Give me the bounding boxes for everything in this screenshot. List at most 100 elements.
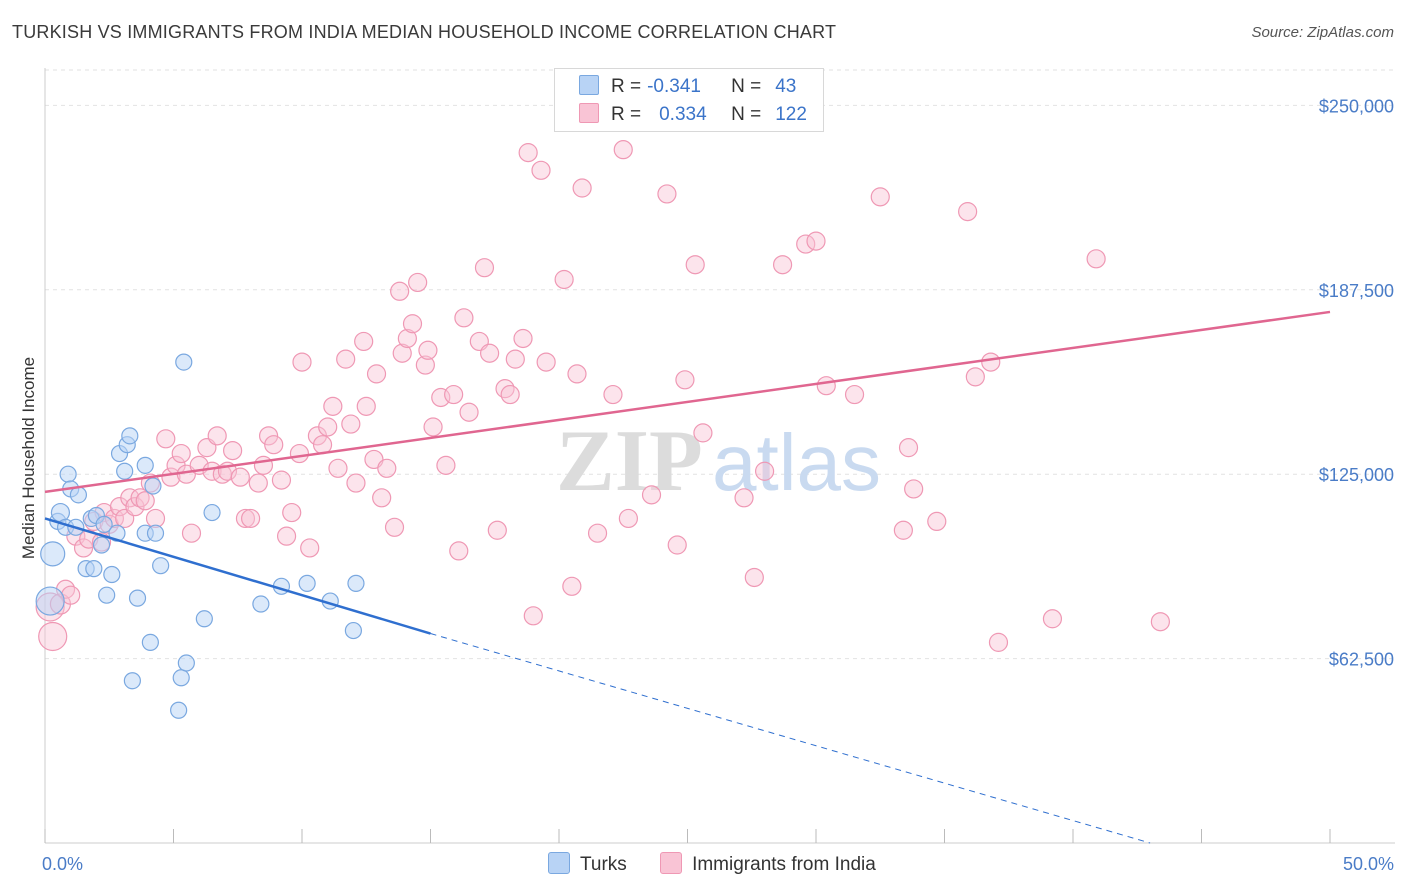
india-point-66 — [408, 272, 428, 293]
turks-point-26 — [141, 633, 159, 651]
watermark-zip: ZIP — [556, 413, 703, 510]
turks-point-30 — [170, 701, 188, 719]
india-point-40 — [264, 435, 284, 455]
india-point-116 — [965, 367, 985, 387]
turks-point-0 — [35, 586, 65, 616]
india-point-109 — [844, 384, 865, 405]
india-point-114 — [927, 511, 947, 532]
turks-point-35 — [203, 503, 221, 522]
turks-point-29 — [152, 557, 170, 575]
india-point-62 — [390, 281, 410, 301]
india-point-6 — [73, 538, 94, 558]
india-point-85 — [523, 606, 543, 626]
india-point-84 — [518, 143, 538, 163]
india-point-120 — [1086, 249, 1106, 269]
india-point-118 — [988, 632, 1009, 652]
india-trend-line — [44, 310, 1331, 494]
legend-item-turks: Turks — [548, 852, 627, 876]
india-point-33 — [223, 440, 243, 461]
legend-row-turks: R = -0.341 N = 43 — [579, 75, 796, 98]
india-point-72 — [444, 384, 464, 405]
india-point-45 — [292, 352, 312, 372]
india-legend-label: Immigrants from India — [692, 854, 876, 875]
india-points — [35, 140, 1170, 652]
turks-point-25 — [136, 456, 154, 474]
series-legend: Turks Immigrants from India — [548, 852, 904, 876]
india-point-105 — [772, 255, 793, 275]
turks-point-31 — [172, 669, 190, 687]
india-point-15 — [120, 488, 140, 508]
india-point-44 — [289, 443, 310, 464]
india-point-104 — [754, 461, 775, 481]
watermark: ZIP atlas — [556, 413, 881, 510]
turks-point-33 — [177, 654, 195, 672]
turks-point-21 — [121, 427, 139, 445]
india-point-26 — [181, 523, 202, 543]
india-point-74 — [454, 308, 474, 328]
india-point-21 — [156, 429, 176, 449]
india-point-63 — [392, 343, 412, 363]
india-point-111 — [893, 520, 913, 540]
turks-r-label: R = — [611, 76, 642, 97]
india-point-37 — [248, 473, 268, 493]
india-point-113 — [904, 479, 924, 499]
india-point-55 — [354, 331, 374, 352]
india-point-96 — [641, 485, 662, 505]
turks-point-5 — [59, 465, 77, 483]
india-point-68 — [418, 340, 438, 360]
turks-points — [35, 353, 365, 719]
india-point-87 — [536, 352, 556, 372]
india-point-34 — [230, 467, 250, 487]
india-point-42 — [276, 526, 297, 546]
y-tick-label-2: $187,500 — [1319, 281, 1394, 301]
india-point-65 — [402, 314, 423, 334]
india-point-117 — [981, 352, 1001, 372]
india-r-label: R = — [611, 104, 642, 125]
turks-point-13 — [92, 536, 111, 554]
india-point-41 — [271, 470, 292, 490]
axes — [44, 68, 1395, 844]
india-point-35 — [235, 508, 256, 529]
india-point-75 — [459, 402, 479, 422]
chart-source: Source: ZipAtlas.com — [1251, 24, 1394, 41]
turks-legend-label: Turks — [580, 854, 627, 875]
india-point-86 — [531, 160, 551, 180]
india-point-56 — [356, 396, 376, 416]
turks-legend-swatch — [548, 852, 570, 874]
india-point-89 — [562, 576, 582, 596]
india-point-93 — [603, 384, 623, 405]
turks-r-value: -0.341 — [647, 76, 701, 97]
trend-lines — [44, 310, 1331, 844]
india-point-90 — [567, 364, 587, 384]
india-point-18 — [135, 491, 155, 511]
india-point-53 — [341, 414, 361, 434]
india-point-115 — [958, 202, 978, 222]
india-point-39 — [258, 426, 279, 446]
x-tick-label-0: 0.0% — [42, 854, 83, 874]
india-point-107 — [806, 231, 826, 251]
india-point-88 — [554, 269, 574, 290]
turks-point-34 — [195, 610, 213, 628]
india-point-51 — [328, 458, 348, 478]
india-point-80 — [495, 379, 515, 399]
india-swatch — [579, 103, 599, 123]
turks-point-32 — [175, 353, 193, 371]
turks-n-label: N = — [731, 76, 762, 97]
india-point-52 — [336, 349, 356, 369]
india-point-73 — [449, 541, 469, 561]
india-point-16 — [125, 497, 145, 517]
turks-point-11 — [85, 560, 103, 578]
turks-point-41 — [347, 574, 365, 592]
india-point-94 — [613, 140, 633, 160]
turks-point-16 — [103, 565, 121, 584]
turks-point-1 — [40, 541, 66, 567]
india-point-101 — [693, 423, 713, 443]
india-legend-swatch — [660, 852, 683, 874]
india-point-38 — [253, 455, 274, 475]
legend-row-india: R = 0.334 N = 122 — [579, 103, 807, 126]
turks-trend-line — [44, 517, 431, 635]
india-point-79 — [487, 520, 507, 540]
turks-point-40 — [344, 621, 362, 640]
correlation-legend: R = -0.341 N = 43 R = 0.334 N = 122 — [554, 68, 824, 132]
